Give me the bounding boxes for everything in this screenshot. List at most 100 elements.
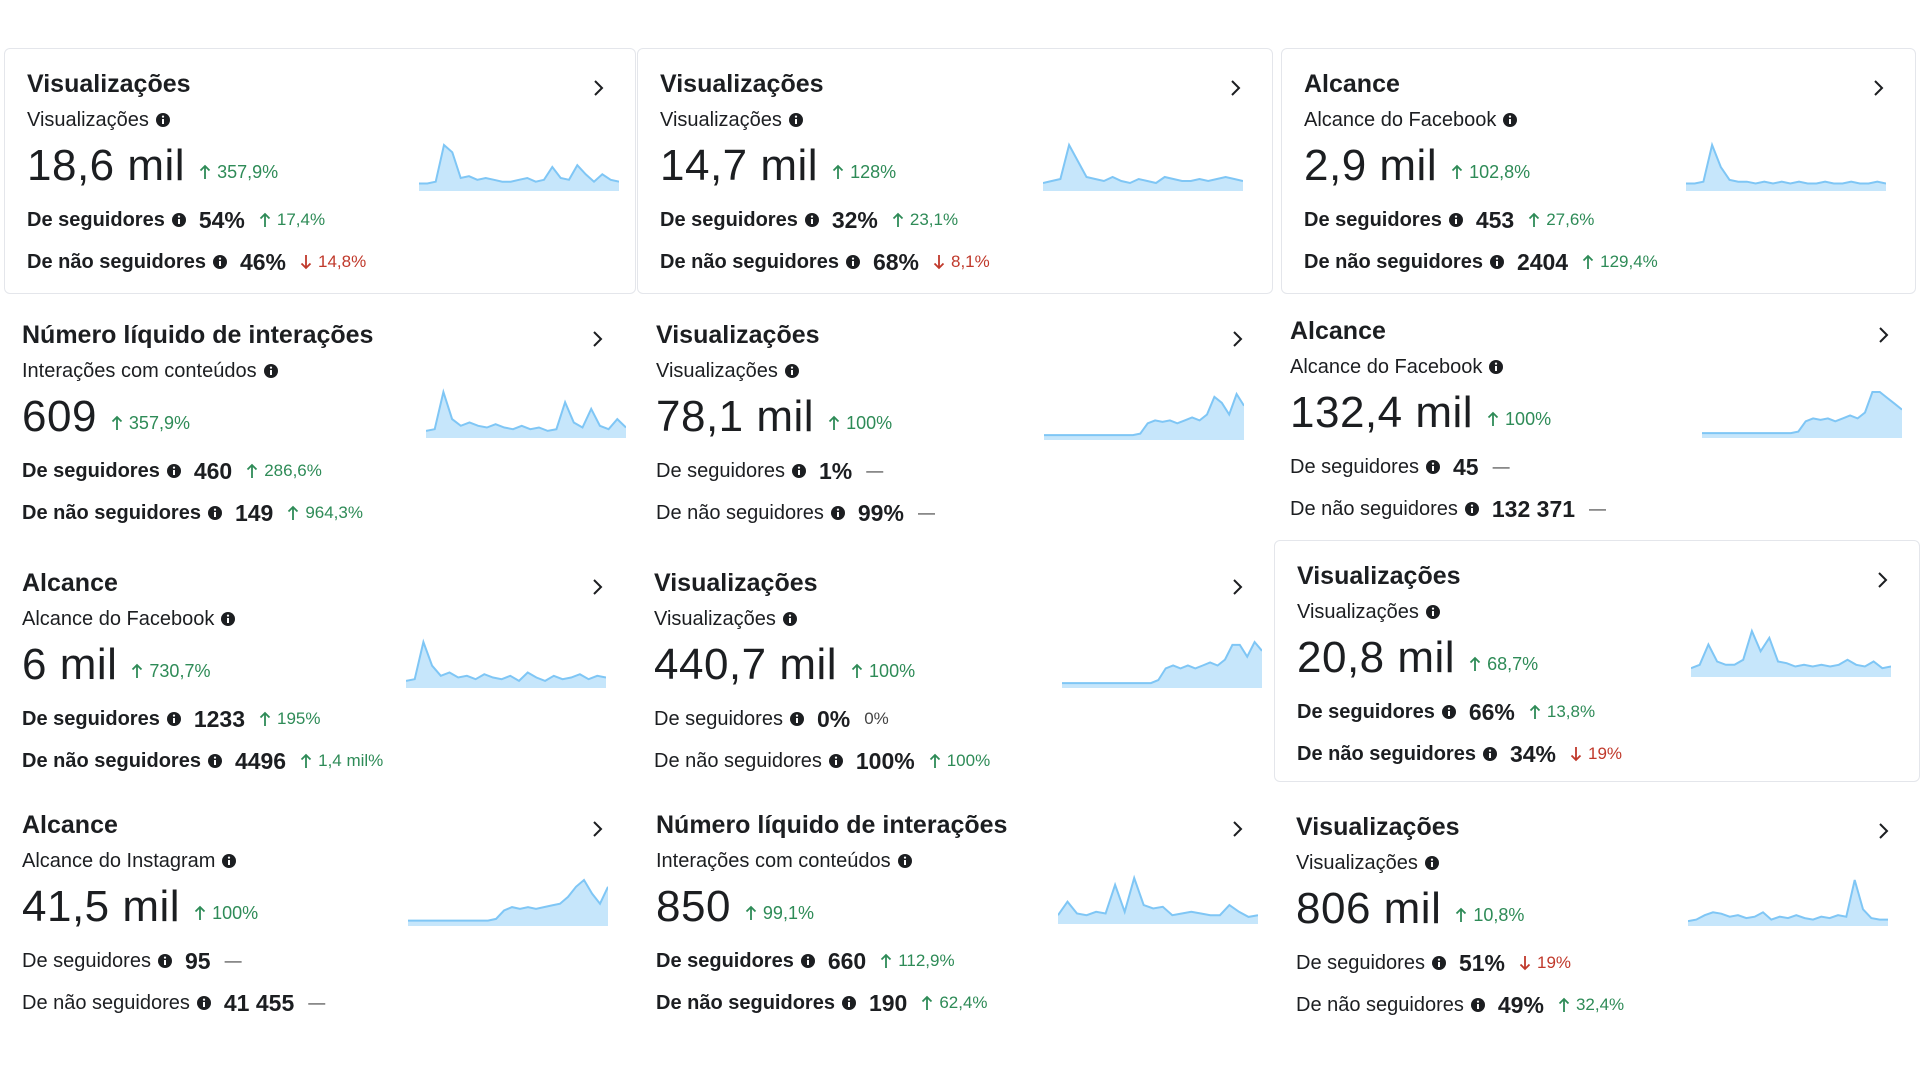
main-metric-row: 2,9 mil 102,8% [1304,139,1893,193]
chevron-right-icon[interactable] [1867,77,1889,99]
info-icon[interactable] [220,611,236,627]
followers-change: 23,1% [892,210,958,230]
info-icon[interactable] [207,753,223,769]
trend-arrow-icon [300,753,312,768]
trend-arrow-icon [828,415,840,430]
main-metric-row: 18,6 mil 357,9% [27,139,613,193]
card-sub-label-row: Visualizações [654,606,1252,632]
info-icon[interactable] [800,953,816,969]
sparkline-area [419,145,619,191]
info-icon[interactable] [221,853,237,869]
main-metric-row: 78,1 mil 100% [656,390,1252,444]
info-icon[interactable] [1489,254,1505,270]
info-icon[interactable] [1424,855,1440,871]
insight-card-12[interactable]: Visualizações Visualizações 806 mil 10,8… [1274,792,1920,1044]
info-icon[interactable] [1482,746,1498,762]
card-sub-label-row: Visualizações [27,107,613,133]
info-icon[interactable] [789,711,805,727]
chevron-right-icon[interactable] [587,77,609,99]
nonfollowers-value: 49% [1497,991,1544,1018]
chevron-right-icon[interactable] [1872,324,1894,346]
chevron-right-icon[interactable] [1226,818,1248,840]
insight-card-8[interactable]: Visualizações Visualizações 440,7 mil 10… [632,548,1274,790]
followers-change: — [866,461,883,481]
chevron-right-icon[interactable] [1871,569,1893,591]
followers-change-value: — [1492,457,1510,476]
main-change: 100% [828,413,892,434]
info-icon[interactable] [166,463,182,479]
followers-label: De seguidores [1304,208,1442,231]
chevron-right-icon[interactable] [586,328,608,350]
sparkline-chart [1058,874,1258,924]
info-icon[interactable] [1425,459,1441,475]
info-icon[interactable] [263,363,279,379]
main-change: 128% [832,162,896,183]
main-metric-row: 850 99,1% [656,880,1252,934]
insight-card-10[interactable]: Alcance Alcance do Instagram 41,5 mil 10… [0,790,634,1042]
info-icon[interactable] [791,463,807,479]
sparkline-chart [419,143,619,191]
info-icon[interactable] [1488,359,1504,375]
chevron-right-icon[interactable] [586,576,608,598]
nonfollowers-change: 19% [1570,744,1622,764]
card-title: Alcance [22,569,118,597]
info-icon[interactable] [784,363,800,379]
info-icon[interactable] [788,112,804,128]
info-icon[interactable] [1464,501,1480,517]
info-icon[interactable] [1441,704,1457,720]
card-sub-label-row: Alcance do Instagram [22,848,612,874]
card-sub-label: Interações com conteúdos [656,849,891,872]
info-icon[interactable] [1502,112,1518,128]
followers-label: De seguidores [654,707,783,730]
chevron-right-icon[interactable] [1226,328,1248,350]
nonfollowers-change-value: 1,4 mil% [318,751,384,770]
insight-card-5[interactable]: Visualizações Visualizações 78,1 mil 100… [634,300,1274,544]
nonfollowers-value: 68% [872,248,919,275]
info-icon[interactable] [897,853,913,869]
info-icon[interactable] [830,505,846,521]
nonfollowers-row: De não seguidores 4496 1,4 mil% [22,746,612,776]
nonfollowers-change-value: — [308,993,326,1012]
insight-card-3[interactable]: Alcance Alcance do Facebook 2,9 mil 102,… [1281,48,1916,294]
sparkline-area [1691,631,1891,677]
info-icon[interactable] [212,254,228,270]
chevron-right-icon[interactable] [1226,576,1248,598]
chevron-right-icon[interactable] [1872,820,1894,842]
info-icon[interactable] [1425,604,1441,620]
info-icon[interactable] [157,953,173,969]
insight-card-6[interactable]: Alcance Alcance do Facebook 132,4 mil 10… [1268,296,1920,540]
chevron-right-icon[interactable] [1224,77,1246,99]
info-icon[interactable] [166,711,182,727]
insight-card-9[interactable]: Visualizações Visualizações 20,8 mil 68,… [1274,540,1920,782]
info-icon[interactable] [1470,997,1486,1013]
followers-label: De seguidores [22,459,160,482]
info-icon[interactable] [171,212,187,228]
insight-card-7[interactable]: Alcance Alcance do Facebook 6 mil 730,7%… [0,548,634,790]
followers-row: De seguidores 460 286,6% [22,456,612,486]
nonfollowers-row: De não seguidores 46% 14,8% [27,247,613,277]
info-icon[interactable] [155,112,171,128]
info-icon[interactable] [782,611,798,627]
main-value: 850 [656,882,731,931]
nonfollowers-value: 99% [857,499,904,526]
sparkline-line [1044,391,1244,437]
insight-card-4[interactable]: Número líquido de interações Interações … [0,300,634,544]
chevron-right-icon[interactable] [586,818,608,840]
insight-card-2[interactable]: Visualizações Visualizações 14,7 mil 128… [637,48,1273,294]
info-icon[interactable] [1448,212,1464,228]
info-icon[interactable] [845,254,861,270]
main-metric-row: 132,4 mil 100% [1290,386,1898,440]
followers-change-value: 195% [277,709,321,728]
followers-value: 54% [198,206,245,233]
insight-card-11[interactable]: Número líquido de interações Interações … [634,790,1274,1042]
insight-card-1[interactable]: Visualizações Visualizações 18,6 mil 357… [4,48,636,294]
followers-change: 112,9% [880,951,955,971]
info-icon[interactable] [196,995,212,1011]
main-value: 806 mil [1296,884,1442,933]
info-icon[interactable] [207,505,223,521]
info-icon[interactable] [828,753,844,769]
info-icon[interactable] [841,995,857,1011]
info-icon[interactable] [1431,955,1447,971]
info-icon[interactable] [804,212,820,228]
trend-arrow-icon [1519,956,1531,971]
